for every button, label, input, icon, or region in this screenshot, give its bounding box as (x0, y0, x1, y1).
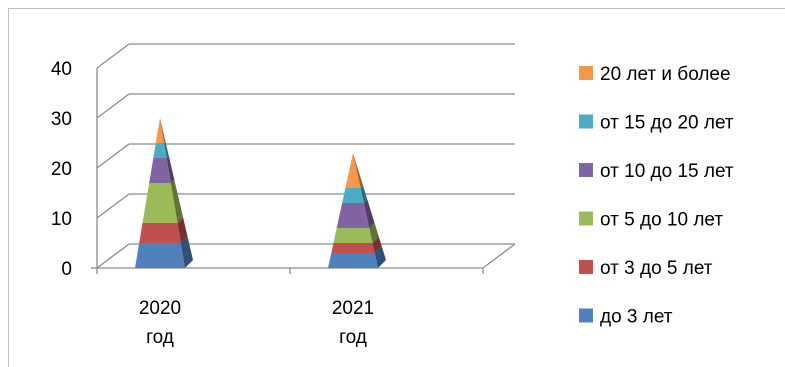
legend-swatch (579, 163, 593, 177)
y-tick-label: 10 (51, 209, 72, 230)
pyramid-segment-front (336, 203, 370, 228)
legend-label: до 3 лет (600, 307, 673, 328)
x-category-labels: 2020 год 2021 год (139, 298, 374, 348)
pyramid-segment-front (142, 183, 178, 223)
legend-swatch (579, 211, 593, 226)
x-category-label-line2: год (146, 327, 174, 348)
legend-swatch (579, 260, 593, 274)
pyramid-segment-side (160, 118, 166, 143)
gridline-depth (96, 43, 130, 69)
legend-label: от 15 до 20 лет (600, 113, 734, 134)
pyramid-segment-front (139, 223, 181, 243)
x-category-label-line1: 2021 (332, 298, 374, 319)
y-tick-label: 40 (51, 59, 72, 80)
pyramid-segment-front (155, 118, 165, 143)
gridline-depth (96, 243, 130, 269)
gridline-depth (96, 143, 130, 169)
legend-swatch (579, 114, 593, 129)
pyramid-segment-front (135, 243, 185, 268)
x-category-label-line2: год (339, 327, 367, 348)
gridline-depth (96, 93, 130, 119)
grid-layer (96, 43, 515, 269)
pyramid-segment-side (374, 246, 386, 268)
legend-label: от 10 до 15 лет (600, 161, 734, 182)
pyramid-segment-side (164, 141, 169, 158)
pyramid-segment-side (369, 222, 379, 243)
pyramid-segment-front (333, 228, 373, 243)
floor-right-edge (482, 243, 516, 269)
legend-swatch (579, 308, 593, 323)
pyramid-segment-front (149, 158, 171, 183)
legend-swatch (579, 66, 593, 80)
pyramid-segment-side (360, 185, 368, 203)
pyramid-segment-side (363, 199, 375, 228)
y-tick-label: 0 (61, 259, 72, 280)
y-tick-labels: 0 10 20 30 40 (51, 59, 72, 280)
pyramid-segment-front (345, 153, 361, 188)
pyramid-segment-side (177, 217, 188, 243)
gridline-depth (96, 193, 130, 219)
bars-layer (135, 118, 386, 268)
pyramid-segment-front (328, 253, 378, 268)
legend-label: от 3 до 5 лет (600, 258, 713, 279)
pyramid-segment-side (166, 155, 175, 183)
pyramid-segment-side (372, 236, 382, 253)
legend-label: 20 лет и более (600, 64, 731, 85)
pyramid-segment-side (170, 179, 184, 223)
pyramid-segment-front (153, 143, 167, 158)
pyramid-segment-front (331, 243, 375, 253)
legend-label: от 5 до 10 лет (600, 210, 723, 231)
y-tick-label: 20 (51, 159, 72, 180)
chart-frame (8, 8, 785, 367)
x-category-label-line1: 2020 (139, 298, 181, 319)
pyramid-segment-side (180, 236, 193, 268)
pyramid-segment-side (353, 153, 364, 188)
legend: 20 лет и более от 15 до 20 лет от 10 до … (579, 64, 734, 328)
pyramid-segment-front (342, 188, 364, 203)
y-tick-label: 30 (51, 109, 72, 130)
